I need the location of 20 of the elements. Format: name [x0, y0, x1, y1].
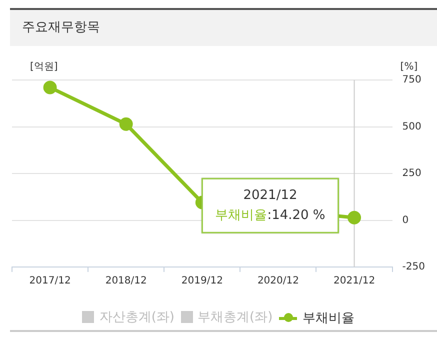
- annotation: 2021/12 부채비율:14.20 %: [215, 188, 326, 223]
- y2-tick-label: -250: [402, 262, 426, 273]
- legend-label: 자산총계(좌): [99, 309, 174, 326]
- y2-tick-label: 250: [402, 168, 422, 180]
- chart-title: 주요재무항목: [10, 8, 437, 46]
- y2-tick-label: 0: [402, 214, 409, 226]
- legend-label: 부채총계(좌): [198, 309, 273, 326]
- point: [348, 210, 362, 224]
- point: [119, 117, 133, 131]
- legend-label: 부채비율: [302, 310, 355, 327]
- x-tick-label: 2020/12: [257, 276, 299, 287]
- x-tick-label: 2017/12: [29, 276, 71, 287]
- point: [43, 80, 57, 94]
- y2-tick-label: 500: [402, 121, 422, 132]
- y2-axis-title: [%]: [400, 62, 418, 73]
- y2-tick-label: 750: [402, 74, 422, 86]
- x-tick-label: 2018/12: [105, 276, 147, 287]
- y-axis-title: [억원]: [30, 62, 58, 73]
- x-tick-label: 2019/12: [181, 276, 223, 287]
- x-tick-label: 2021/12: [334, 276, 376, 287]
